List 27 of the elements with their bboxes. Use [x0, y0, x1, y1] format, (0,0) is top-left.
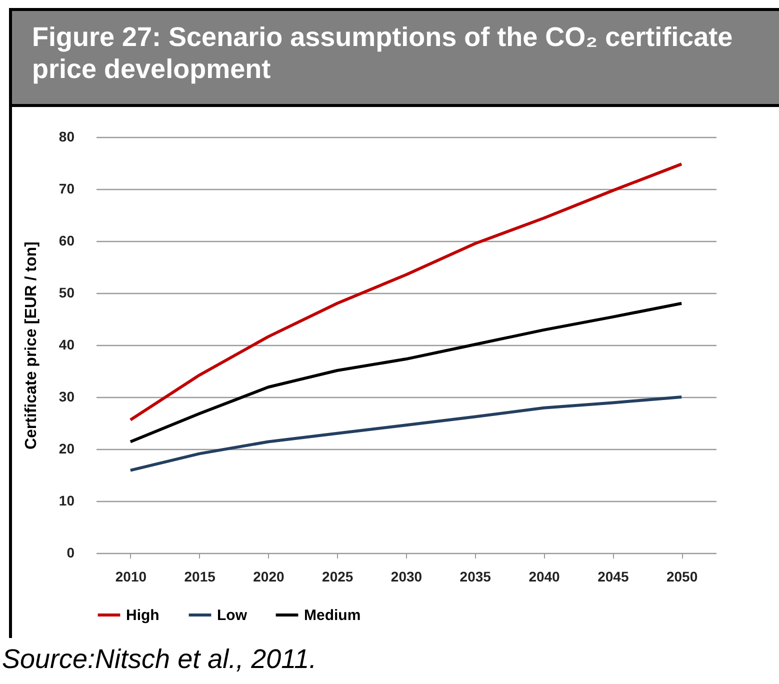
y-tick-label: 70 [58, 180, 75, 196]
y-tick-label: 40 [58, 336, 75, 352]
x-tick-label: 2035 [460, 568, 492, 584]
y-tick-label: 10 [58, 492, 75, 508]
y-tick-label: 80 [58, 128, 75, 144]
x-tick-label: 2045 [598, 568, 629, 584]
x-tick-label: 2050 [666, 568, 698, 584]
chart-title: Figure 27: Scenario assumptions of the CO₂ certificate price development [12, 8, 779, 107]
legend-label: Medium [304, 607, 361, 624]
y-tick-label: 50 [58, 284, 75, 300]
y-tick-label: 20 [58, 440, 75, 456]
y-tick-label: 30 [58, 388, 75, 404]
x-tick-label: 2025 [322, 568, 354, 584]
y-tick-label: 60 [58, 232, 75, 248]
legend-label: High [126, 607, 160, 624]
x-tick-label: 2030 [390, 568, 422, 584]
legend-label: Low [217, 607, 248, 624]
y-axis-title: Certificate price [EUR / ton] [22, 241, 40, 450]
line-series [128, 302, 684, 444]
source-note: Source:Nitsch et al., 2011. [2, 644, 317, 675]
line-series [128, 396, 684, 472]
x-tick-label: 2015 [184, 568, 216, 584]
line-series [128, 162, 684, 422]
x-tick-label: 2020 [253, 568, 285, 584]
y-tick-label: 0 [66, 544, 75, 560]
x-tick-label: 2040 [528, 568, 560, 584]
x-tick-label: 2010 [115, 568, 147, 584]
